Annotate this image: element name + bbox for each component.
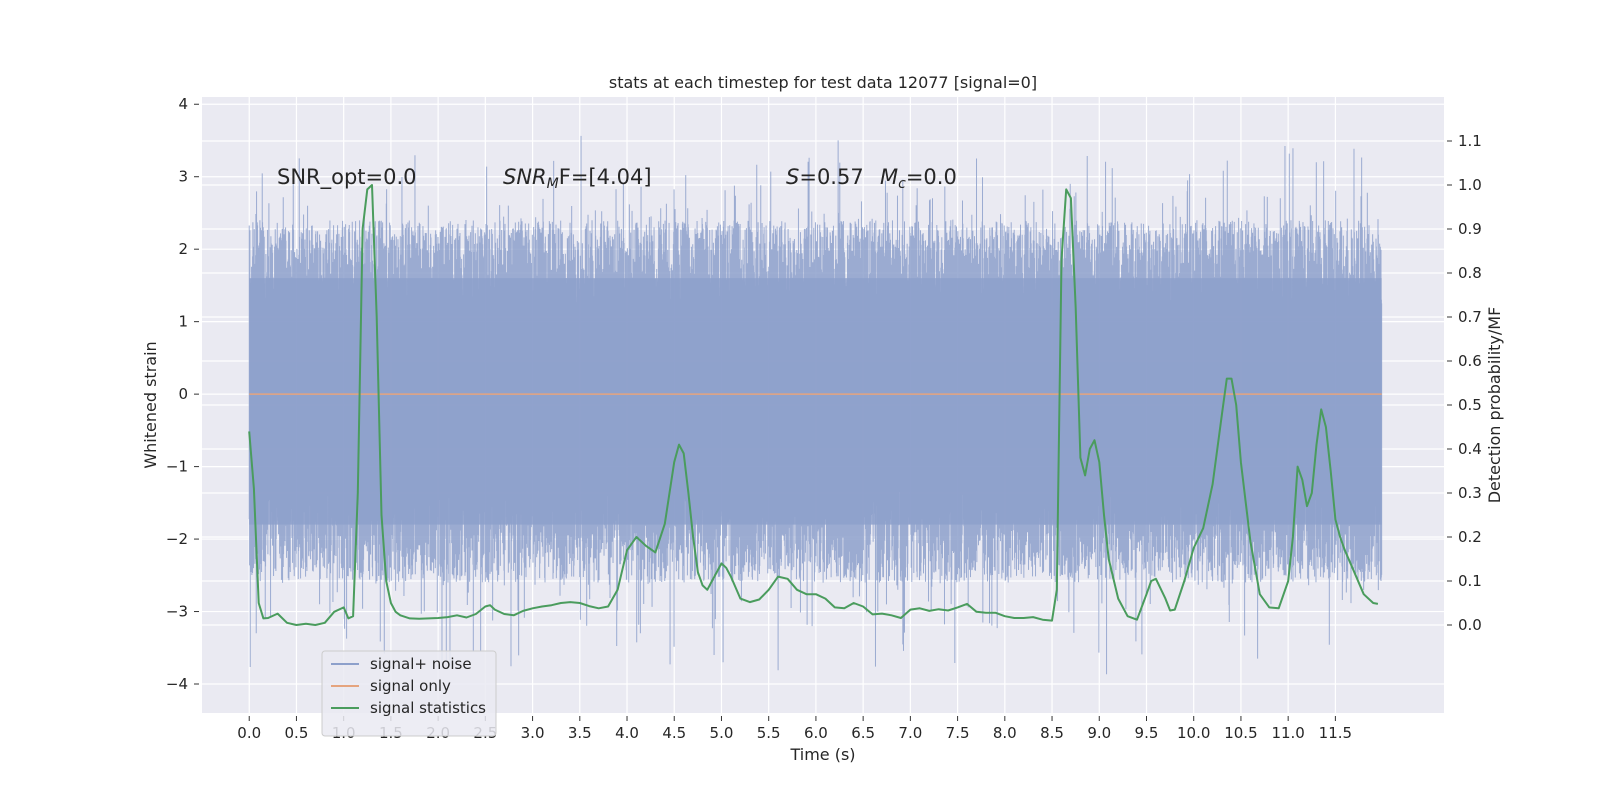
x-tick-label: 0.0 (237, 724, 261, 742)
annotation-mc-prefix: M (880, 165, 898, 189)
legend: signal+ noise signal only signal statist… (321, 650, 497, 737)
x-tick-label: 5.5 (757, 724, 781, 742)
right-y-tick-label: 0.6 (1458, 352, 1482, 370)
y-tick-label: −3 (166, 603, 188, 621)
legend-label-signal-statistics: signal statistics (370, 699, 486, 717)
annotation-snr-opt: SNR_opt=0.0 (277, 165, 417, 190)
legend-label-signal-only: signal only (370, 677, 451, 695)
x-tick-label: 7.0 (898, 724, 922, 742)
annotation-s: S=0.57 (786, 165, 864, 189)
x-tick-label: 10.0 (1177, 724, 1210, 742)
x-tick-label: 11.5 (1319, 724, 1352, 742)
y-axis-label: Whitened strain (141, 341, 160, 468)
x-tick-label: 0.5 (285, 724, 309, 742)
right-y-tick-label: 0.2 (1458, 528, 1482, 546)
right-y-tick-label: 0.9 (1458, 220, 1482, 238)
x-tick-label: 6.5 (851, 724, 875, 742)
x-tick-label: 8.0 (993, 724, 1017, 742)
y-tick-label: 4 (178, 95, 188, 113)
annotation-mc: Mc=0.0 (880, 165, 957, 192)
y-tick-label: 3 (178, 168, 188, 186)
x-tick-label: 10.5 (1224, 724, 1257, 742)
x-tick-label: 3.5 (568, 724, 592, 742)
right-y-tick-label: 0.3 (1458, 484, 1482, 502)
x-tick-label: 6.0 (804, 724, 828, 742)
y-tick-label: 0 (178, 385, 188, 403)
legend-box (321, 650, 497, 737)
y-tick-label: 2 (178, 240, 188, 258)
right-y-tick-label: 1.1 (1458, 132, 1482, 150)
right-y-axis-ticks: 0.0 0.1 0.2 0.3 0.4 0.5 0.6 0.7 0.8 0.9 1.0 1.1 (1447, 132, 1482, 634)
y-tick-label: −1 (166, 458, 188, 476)
right-y-tick-label: 0.8 (1458, 264, 1482, 282)
x-axis-ticks: 0.00.51.01.52.02.53.03.54.04.55.05.56.06… (237, 716, 1352, 742)
annotation-mc-value: =0.0 (906, 165, 957, 189)
right-y-tick-label: 1.0 (1458, 176, 1482, 194)
x-tick-label: 3.0 (521, 724, 545, 742)
annotation-s-value: =0.57 (799, 165, 863, 189)
right-y-tick-label: 0.4 (1458, 440, 1482, 458)
chart-title: stats at each timestep for test data 120… (609, 73, 1037, 92)
annotation-mc-subscript: c (898, 176, 906, 192)
x-tick-label: 9.0 (1087, 724, 1111, 742)
x-tick-label: 5.0 (710, 724, 734, 742)
right-y-tick-label: 0.0 (1458, 616, 1482, 634)
y-tick-label: 1 (178, 313, 188, 331)
right-y-tick-label: 0.7 (1458, 308, 1482, 326)
legend-label-signal-noise: signal+ noise (370, 655, 472, 673)
right-y-axis-label: Detection probability/MF (1485, 307, 1504, 504)
x-tick-label: 4.0 (615, 724, 639, 742)
x-tick-label: 7.5 (946, 724, 970, 742)
y-tick-label: −4 (166, 675, 188, 693)
annotation-snr-mf-value: F=[4.04] (559, 165, 652, 189)
left-y-axis-ticks: −4 −3 −2 −1 0 1 2 3 4 (166, 95, 199, 693)
signal-statistics-line (248, 184, 1379, 626)
annotation-snr-mf-prefix: SNR (503, 165, 547, 189)
annotation-snr-mf: SNRMF=[4.04] (503, 165, 652, 192)
noise-spikes (248, 135, 1383, 675)
annotation-snr-mf-subscript: M (547, 176, 559, 192)
x-tick-label: 4.5 (662, 724, 686, 742)
annotation-s-prefix: S (786, 165, 799, 189)
x-tick-label: 8.5 (1040, 724, 1064, 742)
x-tick-label: 9.5 (1135, 724, 1159, 742)
right-y-tick-label: 0.1 (1458, 572, 1482, 590)
right-y-tick-label: 0.5 (1458, 396, 1482, 414)
x-tick-label: 11.0 (1271, 724, 1304, 742)
x-axis-label: Time (s) (789, 745, 855, 764)
y-tick-label: −2 (166, 530, 188, 548)
